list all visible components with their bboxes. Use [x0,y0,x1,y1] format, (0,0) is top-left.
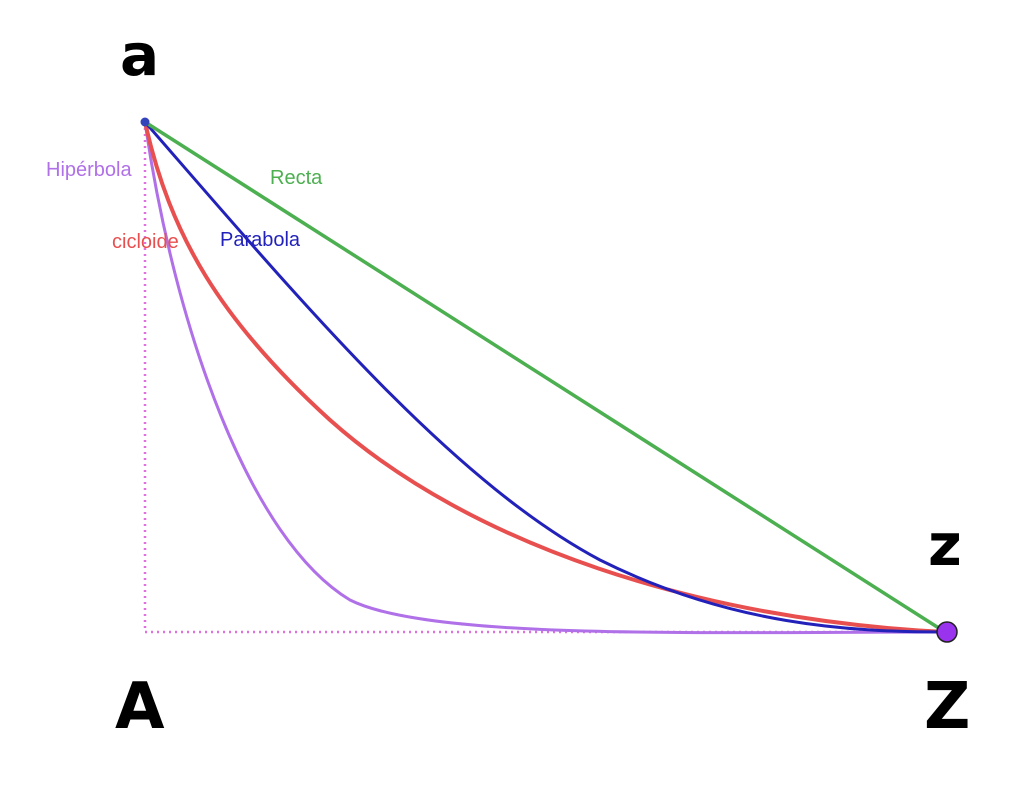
end-point [936,621,958,643]
label-a-upper: A [115,670,165,744]
straight-line [144,120,946,634]
start-point [140,117,150,127]
cycloid-label: cicloide [112,231,179,253]
hyperbola-label: Hipérbola [46,159,132,181]
label-z-upper: Z [924,670,970,744]
parabola-curve [143,121,946,634]
label-a-lower: a [120,21,159,89]
cycloid-curve [143,121,946,634]
label-z-lower: z [928,511,962,579]
parabola-label: Parabola [220,229,301,251]
line-label: Recta [270,167,323,189]
hyperbola-curve [143,121,946,635]
